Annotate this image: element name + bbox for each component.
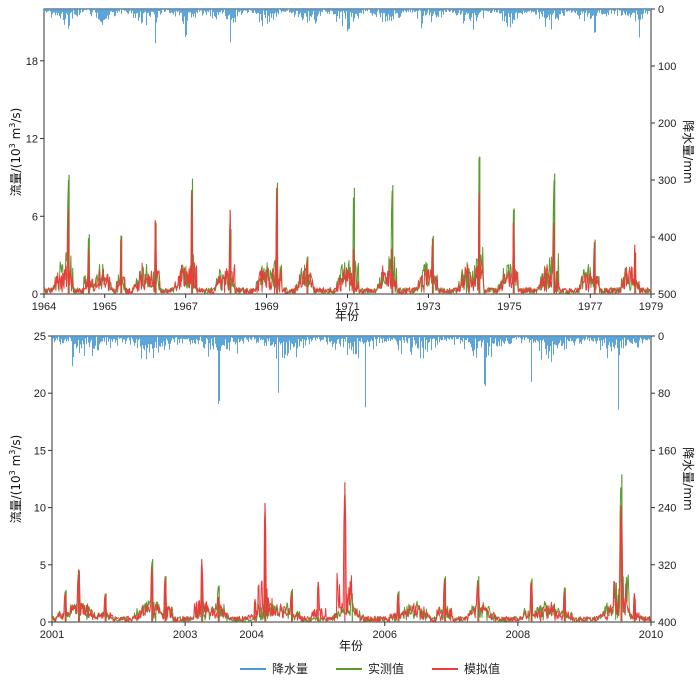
y-right-axis-label-1: 降水量/mm (681, 120, 695, 183)
panel-1964-1979: 1964 1965 1967 1969 1971 1973 1975 1977 1979 0 6 1… (8, 4, 695, 323)
legend-item-precip: 降水量 (240, 660, 308, 677)
y-left-tick-label: 6 (32, 211, 38, 223)
y-left-tick-label: 12 (26, 134, 38, 146)
y-right-tick-label: 240 (658, 503, 676, 515)
y-left-tick-label: 0 (32, 289, 38, 301)
x-tick-label: 2004 (239, 629, 263, 641)
legend-item-observed: 实测值 (336, 660, 404, 677)
simulated-series-1 (43, 187, 652, 295)
legend-item-simulated: 模拟值 (432, 660, 500, 677)
y-right-tick-label: 400 (658, 232, 676, 244)
y-left-label-mid-1: m (9, 128, 23, 144)
y-left-ticks-2: 0 5 10 15 20 25 (34, 331, 52, 629)
x-tick-label: 1969 (254, 301, 278, 313)
y-left-tick-label: 20 (34, 388, 46, 400)
observed-series-2 (51, 474, 652, 623)
precip-bars (52, 336, 651, 410)
x-tick-label: 2006 (373, 629, 397, 641)
legend-label-precip: 降水量 (272, 662, 309, 676)
y-right-tick-label: 400 (658, 617, 676, 629)
panel-2001-2010: 2001 2003 2004 2006 2008 2010 0 5 10 15 20 25 0 80 1… (8, 331, 695, 653)
y-left-label-sup-1: 3 (8, 143, 17, 148)
legend: 降水量 实测值 模拟值 (240, 660, 500, 677)
x-tick-label: 1973 (416, 301, 440, 313)
y-left-label-sup-2: 3 (8, 470, 17, 475)
x-ticks-2: 2001 2003 2004 2006 2008 2010 (40, 622, 663, 641)
simulated-series-2 (51, 482, 651, 623)
y-right-tick-label: 300 (658, 175, 676, 187)
y-right-ticks-1: 0 100 200 300 400 500 (651, 4, 676, 301)
observed-line (51, 487, 652, 623)
y-left-axis-label-1: 流量/(103 m3/s) (8, 108, 23, 197)
x-tick-label: 1979 (639, 301, 663, 313)
x-tick-label: 1967 (173, 301, 197, 313)
y-left-label-end-2: /s) (9, 435, 23, 450)
plot-frame-1 (43, 8, 652, 295)
x-tick-label: 2008 (506, 629, 530, 641)
y-right-tick-label: 160 (658, 445, 676, 457)
simulated-line (51, 493, 651, 623)
precip-bars (44, 9, 651, 44)
precip-series-1 (44, 9, 651, 44)
y-left-tick-label: 5 (40, 560, 46, 572)
y-right-axis-label-2: 降水量/mm (681, 447, 695, 510)
legend-label-observed: 实测值 (368, 662, 405, 676)
y-right-tick-label: 320 (658, 560, 676, 572)
x-tick-label: 1977 (578, 301, 602, 313)
legend-swatch-precip (240, 667, 266, 670)
y-left-tick-label: 18 (26, 56, 38, 68)
y-left-tick-label: 10 (34, 503, 46, 515)
y-right-tick-label: 0 (658, 331, 664, 343)
y-left-tick-label: 25 (34, 331, 46, 343)
y-left-label-mid-2: m (9, 455, 23, 471)
x-tick-label: 1971 (335, 301, 359, 313)
precip-series-2 (52, 336, 651, 410)
x-tick-label: 2001 (40, 629, 64, 641)
simulated-line (43, 193, 652, 295)
x-axis-label-2: 年份 (339, 639, 363, 653)
y-right-tick-label: 0 (658, 4, 664, 16)
y-right-tick-label: 80 (658, 388, 670, 400)
y-left-axis-label-2: 流量/(103 m3/s) (8, 435, 23, 524)
legend-label-simulated: 模拟值 (464, 662, 501, 676)
x-ticks-1: 1964 1965 1967 1969 1971 1973 1975 1977 1979 (32, 294, 663, 313)
y-left-label-main-2: 流量/(10 (9, 475, 23, 523)
x-tick-label: 1965 (92, 301, 116, 313)
y-left-label-main-1: 流量/(10 (9, 148, 23, 196)
x-tick-label: 2010 (639, 629, 663, 641)
x-tick-label: 1964 (32, 301, 56, 313)
y-left-label-sup2-2: 3 (8, 450, 17, 455)
y-right-tick-label: 100 (658, 61, 676, 73)
x-tick-label: 2003 (173, 629, 197, 641)
y-left-label-sup2-1: 3 (8, 123, 17, 128)
legend-swatch-observed (336, 667, 363, 670)
y-right-tick-label: 200 (658, 118, 676, 130)
legend-swatch-simulated (432, 667, 459, 670)
x-tick-label: 1975 (497, 301, 521, 313)
y-left-tick-label: 0 (40, 617, 46, 629)
y-right-tick-label: 500 (658, 289, 676, 301)
y-left-ticks-1: 0 6 12 18 (26, 56, 44, 301)
y-right-ticks-2: 0 80 160 240 320 400 (651, 331, 676, 629)
y-left-label-end-1: /s) (9, 108, 23, 123)
x-axis-label-1: 年份 (335, 309, 359, 323)
y-left-tick-label: 15 (34, 445, 46, 457)
